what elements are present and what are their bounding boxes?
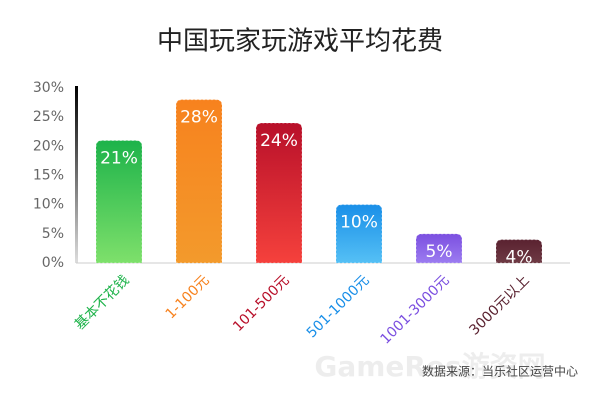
data-label: 4% (506, 248, 533, 268)
y-tick-label: 15% (33, 168, 64, 184)
x-tick-label: 1001-3000元 (377, 272, 452, 347)
y-tick-label: 25% (33, 109, 64, 125)
x-tick-label: 501-1000元 (304, 272, 373, 341)
data-label: 21% (100, 149, 138, 169)
y-tick-label: 5% (42, 226, 64, 242)
x-tick-label: 101-500元 (230, 272, 293, 335)
data-label: 10% (340, 213, 378, 233)
bar (175, 99, 223, 264)
data-label: 28% (180, 108, 218, 128)
watermark: GameRes游资网 (314, 350, 545, 383)
bar (415, 233, 463, 264)
bar (95, 140, 143, 264)
y-tick-label: 20% (33, 138, 64, 154)
x-tick-label: 1-100元 (163, 272, 213, 322)
x-tick-label: 3000元以上 (466, 272, 532, 338)
y-axis (75, 86, 78, 263)
bar (335, 204, 383, 264)
bar (255, 122, 303, 264)
x-tick-label: 基本不花钱 (71, 272, 133, 334)
data-label: 24% (260, 131, 298, 151)
bar (495, 239, 543, 264)
y-tick-label: 0% (42, 255, 64, 271)
y-tick-label: 30% (33, 80, 64, 96)
data-label: 5% (426, 242, 453, 262)
chart-title: 中国玩家玩游戏平均花费 (157, 27, 443, 57)
source-note: 数据来源：当乐社区运营中心 (422, 364, 578, 379)
y-tick-label: 10% (33, 197, 64, 213)
